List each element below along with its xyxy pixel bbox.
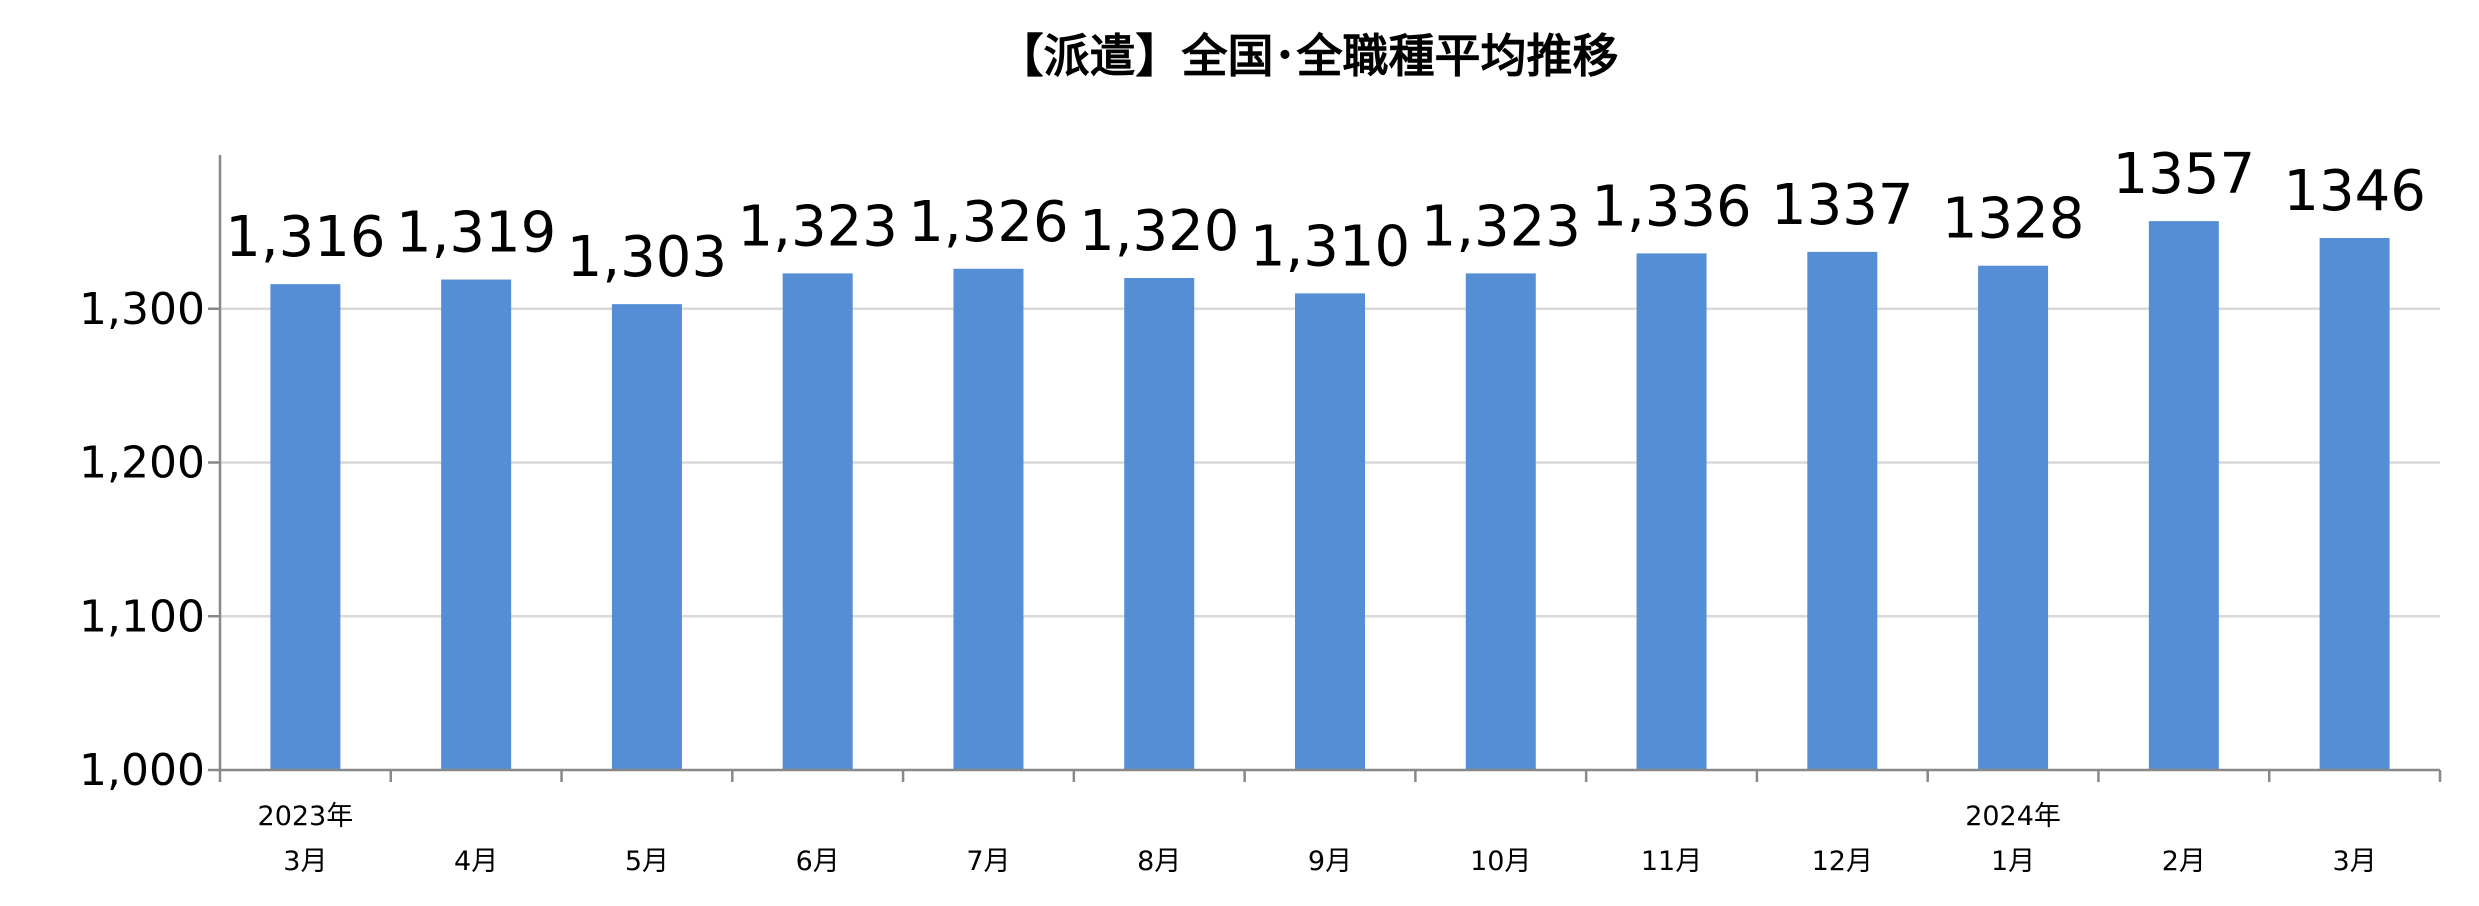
y-axis-ticks: 1,000 1,100 1,200 1,300 xyxy=(79,284,205,796)
x-tick-label: 10月 xyxy=(1470,846,1531,877)
bar xyxy=(2148,221,2219,771)
data-label: 1,319 xyxy=(396,201,556,266)
y-tick-label: 1,000 xyxy=(79,745,205,796)
x-tick-label: 6月 xyxy=(796,846,840,877)
chart-title: 【派遣】全国･全職種平均推移 xyxy=(998,29,1619,83)
bar xyxy=(1978,265,2049,770)
x-tick-label: 11月 xyxy=(1641,846,1702,877)
data-label: 1,323 xyxy=(738,194,898,259)
bar xyxy=(270,284,341,770)
x-tick-label: 3月 xyxy=(2333,846,2377,877)
data-label: 1,323 xyxy=(1421,194,1581,259)
bar xyxy=(441,279,512,770)
x-tick-label: 12月 xyxy=(1812,846,1873,877)
x-tick-label: 7月 xyxy=(966,846,1010,877)
y-tick-label: 1,200 xyxy=(79,438,205,489)
data-label: 1,320 xyxy=(1079,199,1239,264)
x-axis-labels: 2023年 3月 4月 5月 6月 7月 8月 9月 10月 11月 12月 2024年 1月 2月 3月 xyxy=(258,801,2377,877)
bar xyxy=(1295,293,1365,770)
bar xyxy=(2319,238,2390,770)
data-label: 1337 xyxy=(1771,173,1914,238)
x-tick-label: 2月 xyxy=(2162,846,2206,877)
bar xyxy=(782,273,853,770)
bar xyxy=(1807,251,1878,771)
y-tick-label: 1,300 xyxy=(79,284,205,335)
x-tick-label: 1月 xyxy=(1991,846,2035,877)
bars xyxy=(270,221,2390,771)
x-tick-label: 4月 xyxy=(454,846,498,877)
data-label: 1328 xyxy=(1942,187,2085,252)
data-label: 1,310 xyxy=(1250,214,1410,279)
x-year-label: 2024年 xyxy=(1965,801,2061,832)
data-label: 1357 xyxy=(2113,142,2256,207)
x-tick-label: 5月 xyxy=(625,846,669,877)
bar xyxy=(611,304,682,770)
bar xyxy=(1124,278,1195,770)
data-label: 1346 xyxy=(2283,159,2426,224)
data-label: 1,316 xyxy=(225,205,385,270)
bar xyxy=(1636,253,1707,770)
x-year-label: 2023年 xyxy=(258,801,354,832)
bar xyxy=(953,268,1024,770)
bar xyxy=(1465,273,1536,770)
data-label: 1,303 xyxy=(567,225,727,290)
data-labels: 1,316 1,319 1,303 1,323 1,326 1,320 1,310 1,323… xyxy=(225,142,2426,290)
data-label: 1,336 xyxy=(1591,174,1751,239)
x-tick-label: 8月 xyxy=(1137,846,1181,877)
y-tick-label: 1,100 xyxy=(79,591,205,642)
data-label: 1,326 xyxy=(908,190,1068,255)
x-tick-label: 3月 xyxy=(283,846,327,877)
x-tick-label: 9月 xyxy=(1308,846,1352,877)
axes xyxy=(208,155,2442,782)
